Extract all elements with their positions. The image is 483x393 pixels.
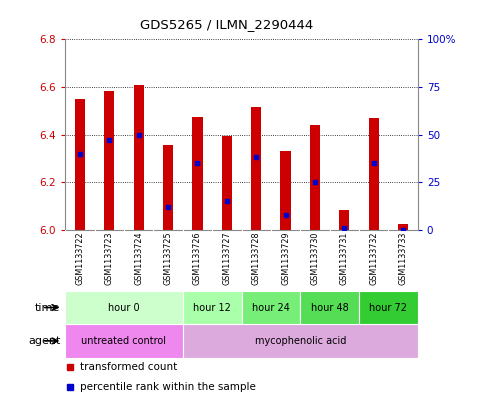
Text: GSM1133732: GSM1133732: [369, 232, 378, 285]
Text: mycophenolic acid: mycophenolic acid: [255, 336, 346, 346]
Bar: [222, 136, 232, 230]
Bar: [75, 99, 85, 230]
Bar: [251, 107, 261, 230]
Text: agent: agent: [28, 336, 60, 346]
Bar: [192, 117, 202, 230]
Text: hour 0: hour 0: [108, 303, 140, 312]
Bar: [242, 291, 300, 324]
Bar: [369, 118, 379, 230]
Text: GSM1133725: GSM1133725: [164, 232, 172, 285]
Text: time: time: [35, 303, 60, 312]
Bar: [281, 151, 291, 230]
Bar: [65, 324, 183, 358]
Text: GSM1133722: GSM1133722: [75, 232, 85, 285]
Text: GSM1133733: GSM1133733: [398, 232, 408, 285]
Bar: [398, 224, 408, 230]
Text: GSM1133728: GSM1133728: [252, 232, 261, 285]
Text: hour 12: hour 12: [193, 303, 231, 312]
Bar: [359, 291, 418, 324]
Text: transformed count: transformed count: [80, 362, 177, 373]
Text: GSM1133726: GSM1133726: [193, 232, 202, 285]
Bar: [104, 90, 114, 230]
Bar: [183, 291, 242, 324]
Text: GSM1133723: GSM1133723: [105, 232, 114, 285]
Bar: [339, 209, 350, 230]
Text: GSM1133731: GSM1133731: [340, 232, 349, 285]
Text: GSM1133730: GSM1133730: [311, 232, 319, 285]
Bar: [133, 84, 144, 230]
Text: GDS5265 / ILMN_2290444: GDS5265 / ILMN_2290444: [141, 18, 313, 31]
Text: hour 48: hour 48: [311, 303, 349, 312]
Text: percentile rank within the sample: percentile rank within the sample: [80, 382, 256, 392]
Bar: [300, 291, 359, 324]
Bar: [65, 291, 183, 324]
Text: untreated control: untreated control: [82, 336, 167, 346]
Text: GSM1133729: GSM1133729: [281, 232, 290, 285]
Text: hour 72: hour 72: [369, 303, 408, 312]
Text: GSM1133727: GSM1133727: [222, 232, 231, 285]
Text: hour 24: hour 24: [252, 303, 290, 312]
Bar: [310, 125, 320, 230]
Text: GSM1133724: GSM1133724: [134, 232, 143, 285]
Bar: [163, 145, 173, 230]
Bar: [183, 324, 418, 358]
